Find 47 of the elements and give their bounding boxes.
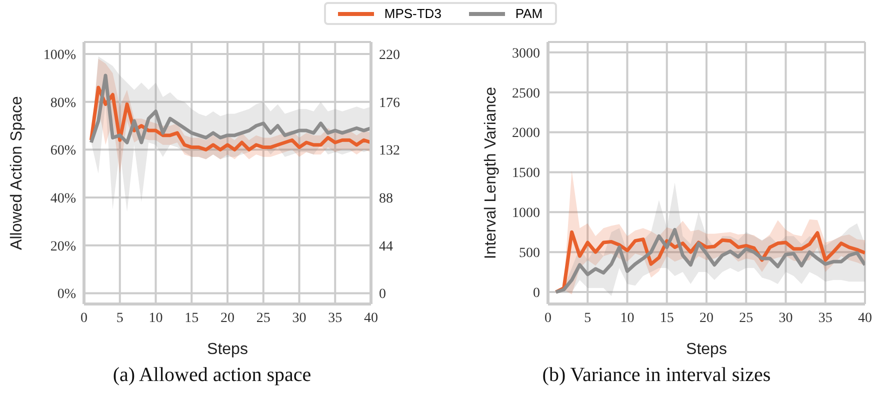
text: (a) Allowed action space xyxy=(112,364,312,387)
text: (b) Variance in interval sizes xyxy=(541,364,772,387)
x-tick-label: 40 xyxy=(364,310,378,326)
x-tick-label: 35 xyxy=(328,310,342,326)
y-tick-label: 0 xyxy=(533,286,540,301)
x-axis-title: Steps xyxy=(207,341,248,358)
y-tick-label: 1000 xyxy=(512,206,540,222)
y-tick-label: 40% xyxy=(50,191,76,206)
line-series xyxy=(89,74,371,144)
x-tick-label: 35 xyxy=(818,310,832,326)
y-tick-label: 500 xyxy=(519,246,540,262)
x-tick-label: 15 xyxy=(184,310,199,326)
legend-label: MPS-TD3 xyxy=(384,6,442,21)
x-tick-label: 10 xyxy=(620,310,634,326)
x-tick-label: 30 xyxy=(778,310,793,326)
legend-label: PAM xyxy=(515,6,543,21)
y2-tick-label: 220 xyxy=(379,48,400,63)
x-tick-label: 0 xyxy=(544,310,552,326)
y-tick-label: 20% xyxy=(50,239,76,254)
y-axis-title: Allowed Action Space xyxy=(8,96,26,250)
x-tick-label: 20 xyxy=(220,310,234,326)
x-tick-label: 0 xyxy=(80,310,88,326)
y-tick-label: 3000 xyxy=(512,46,540,62)
y2-tick-label: 44 xyxy=(379,239,393,254)
y-tick-label: 2000 xyxy=(512,126,540,142)
y2-tick-label: 0 xyxy=(379,287,386,302)
x-tick-label: 10 xyxy=(148,310,163,326)
y-axis-title: Interval Length Variance xyxy=(482,86,500,260)
x-tick-label: 15 xyxy=(660,310,674,326)
y2-tick-label: 176 xyxy=(379,96,400,111)
x-tick-label: 5 xyxy=(584,310,592,326)
y-tick-label: 80% xyxy=(50,96,76,111)
y-tick-label: 60% xyxy=(50,144,76,159)
x-tick-label: 40 xyxy=(858,310,872,326)
x-tick-label: 25 xyxy=(739,310,754,326)
x-tick-label: 20 xyxy=(700,310,714,326)
y-tick-label: 0% xyxy=(57,287,76,302)
y2-tick-label: 88 xyxy=(379,191,393,206)
y-tick-label: 100% xyxy=(43,48,76,63)
x-tick-label: 30 xyxy=(292,310,306,326)
y2-tick-label: 132 xyxy=(379,144,400,159)
line-series xyxy=(89,86,371,152)
x-axis-title: Steps xyxy=(686,341,727,358)
y-tick-label: 2500 xyxy=(512,86,540,102)
x-tick-label: 25 xyxy=(256,310,270,326)
y-tick-label: 1500 xyxy=(512,166,540,182)
x-tick-label: 5 xyxy=(116,310,124,326)
